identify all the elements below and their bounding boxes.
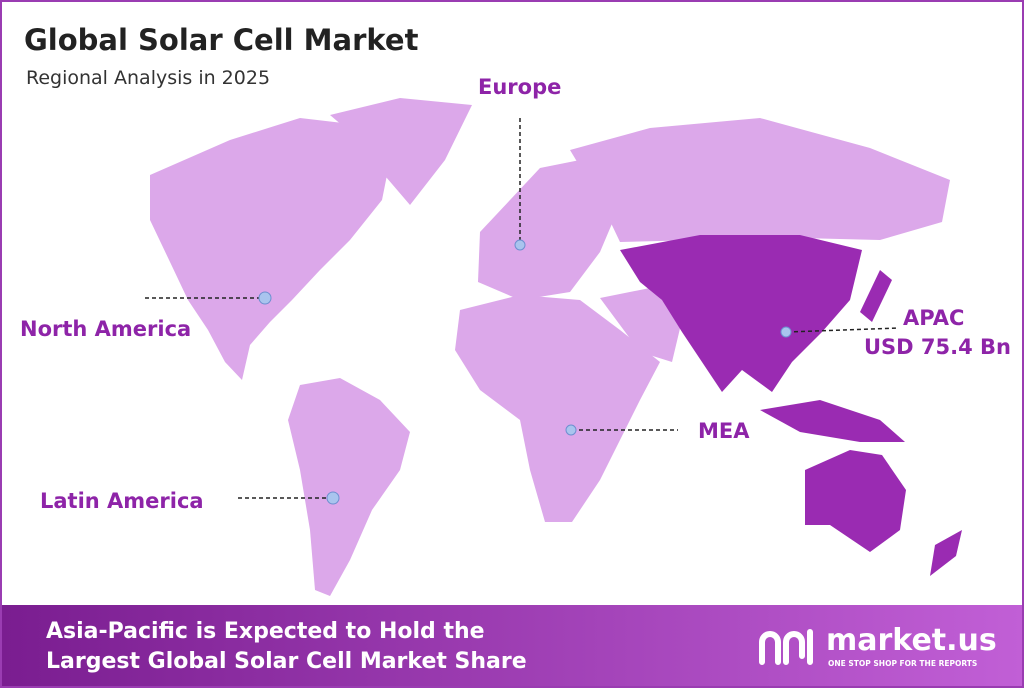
- mea-dot: [565, 424, 577, 436]
- north-america: [150, 118, 390, 380]
- japan: [860, 270, 892, 322]
- region-label: Europe: [478, 75, 561, 99]
- region-label: APAC: [903, 306, 964, 330]
- brand: market.us: [826, 623, 997, 658]
- footer-headline: Asia-Pacific is Expected to Hold the: [46, 619, 485, 644]
- europe-dot: [514, 239, 526, 251]
- na-dot: [258, 291, 272, 305]
- apac-dot: [780, 326, 792, 338]
- russia: [570, 118, 950, 242]
- region-label: North America: [20, 317, 191, 341]
- greenland: [330, 98, 472, 205]
- world-map: [150, 98, 962, 596]
- footer-headline: Largest Global Solar Cell Market Share: [46, 649, 527, 674]
- islands: [760, 400, 905, 442]
- europe: [478, 160, 622, 300]
- logo-icon: [759, 629, 813, 665]
- australia: [805, 450, 906, 552]
- region-label: MEA: [698, 419, 750, 443]
- subtitle: Regional Analysis in 2025: [26, 67, 270, 89]
- africa: [455, 295, 660, 522]
- callouts: [145, 118, 899, 505]
- logo: market.us ONE STOP SHOP FOR THE REPORTS: [759, 623, 997, 668]
- latam-dot: [326, 491, 340, 505]
- footer-band: [2, 605, 1022, 686]
- region-value: USD 75.4 Bn: [864, 335, 1011, 359]
- asia: [620, 235, 862, 392]
- south-america: [288, 378, 410, 596]
- middle-east: [600, 288, 682, 362]
- new-zealand: [930, 530, 962, 576]
- tagline: ONE STOP SHOP FOR THE REPORTS: [828, 659, 977, 668]
- apac-leader: [786, 327, 899, 333]
- region-label: Latin America: [40, 489, 204, 513]
- title: Global Solar Cell Market: [24, 23, 419, 57]
